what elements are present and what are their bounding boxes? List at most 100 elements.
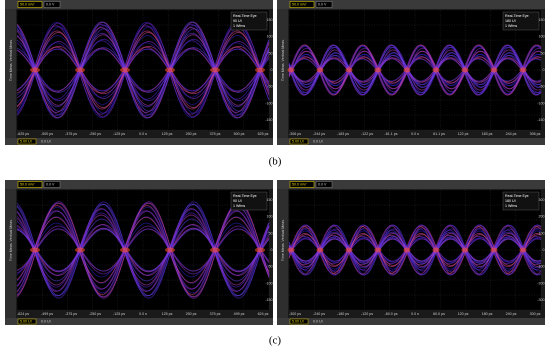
y-tick-label: 150 — [267, 198, 273, 202]
eye-trace — [288, 236, 542, 264]
scale-box — [289, 1, 315, 8]
x-tick-label: 250 ps — [186, 312, 197, 316]
eye-trace — [288, 46, 542, 94]
x-tick-label: -500 ps — [41, 132, 53, 136]
eye-trace — [288, 54, 542, 86]
scope-panel: 50.0 mV/0.0 V Time Meas. Vertical Meas. Re… — [5, 0, 273, 145]
top-bar — [5, 180, 273, 189]
y-tick-label: 150 — [539, 18, 545, 22]
x-tick-label: 125 ps — [162, 132, 173, 136]
crossing-glow — [490, 247, 498, 253]
eye-trace — [16, 30, 270, 110]
crossing-glow — [461, 247, 469, 253]
bottom-bar — [5, 318, 273, 325]
eye-ui: 90 UI — [233, 19, 242, 23]
offset-box — [43, 1, 61, 8]
eye-trace — [288, 46, 542, 94]
eye-wfms: 1 Wfms — [505, 24, 517, 28]
bottom-mid: 0.0 UI — [41, 140, 51, 144]
x-tick-label: 624 ps — [258, 312, 269, 316]
crossing-glow — [490, 67, 498, 73]
crossing-glow — [255, 247, 265, 253]
x-tick-label: 0.0 s — [411, 312, 419, 316]
eye-trace — [16, 208, 270, 292]
offset-label: 0.0 V — [318, 3, 327, 7]
eye-trace — [288, 224, 542, 276]
x-tick-label: 183 ps — [482, 132, 493, 136]
side-label: Time Meas. Vertical Meas. — [9, 39, 13, 81]
x-tick-label: 0.0 s — [139, 312, 147, 316]
eye-trace — [16, 225, 270, 275]
scale-box — [17, 1, 43, 8]
eye-trace — [288, 44, 542, 96]
y-tick-label: 50 — [541, 51, 545, 55]
y-tick-label: 0 — [271, 68, 273, 72]
scale-label: 50.0 mV/ — [20, 3, 34, 7]
y-tick-label: -150 — [265, 118, 272, 122]
crossing-glow — [210, 67, 220, 73]
caption: (b) — [269, 156, 282, 168]
y-tick-label: -50 — [267, 265, 272, 269]
eye-info-box — [230, 11, 268, 31]
x-tick-label: 625 ps — [258, 132, 269, 136]
eye-trace — [16, 214, 270, 286]
eye-trace — [16, 218, 270, 282]
x-tick-label: 125 ps — [162, 312, 173, 316]
crossing-glow — [165, 67, 175, 73]
eye-trace — [288, 238, 542, 262]
y-tick-label: 150 — [267, 18, 273, 22]
y-tick-label: 100 — [539, 231, 545, 235]
y-tick-label: 100 — [539, 35, 545, 39]
eye-trace — [16, 222, 270, 278]
bottom-left: 5.00 UI — [20, 140, 32, 144]
y-tick-label: 200 — [539, 215, 545, 219]
side-label: Time Meas. Vertical Meas. — [281, 39, 285, 81]
crossing-glow — [210, 247, 220, 253]
x-tick-label: -625 ps — [17, 132, 29, 136]
y-tick-label: 50 — [269, 51, 273, 55]
bottom-left: 5.00 UI — [20, 320, 32, 324]
x-tick-label: -250 ps — [89, 312, 101, 316]
bottom-box — [289, 138, 309, 145]
side-label: Time Meas. Vertical Meas. — [9, 219, 13, 261]
crossing-glow — [316, 67, 324, 73]
bottom-mid: 0.0 UI — [313, 140, 323, 144]
eye-wfms: 1 Wfms — [505, 204, 517, 208]
crossing-glow — [287, 247, 295, 253]
offset-box — [315, 181, 333, 188]
x-tick-label: 300 ps — [530, 312, 541, 316]
caption: (c) — [269, 335, 282, 347]
y-tick-label: -100 — [537, 265, 544, 269]
y-tick-label: 300 — [539, 198, 545, 202]
x-tick-label: -250 ps — [89, 132, 101, 136]
scope-panel: 50.0 mV/0.0 V Time Meas. Vertical Meas. Re… — [277, 0, 545, 145]
y-tick-label: -50 — [539, 85, 544, 89]
eye-info-box — [230, 191, 268, 211]
eye-info-box — [502, 191, 540, 211]
crossing-glow — [30, 247, 40, 253]
eye-trace — [16, 23, 270, 117]
eye-trace — [16, 224, 270, 276]
bottom-left: 5.00 UI — [292, 140, 304, 144]
x-tick-label: -183 ps — [337, 132, 349, 136]
eye-trace — [16, 48, 270, 92]
y-tick-label: -100 — [537, 101, 544, 105]
eye-trace — [16, 212, 270, 288]
eye-trace — [16, 201, 270, 299]
crossing-glow — [432, 67, 440, 73]
x-tick-label: -61.1 ps — [385, 132, 398, 136]
x-tick-label: 244 ps — [506, 132, 517, 136]
y-tick-label: 100 — [267, 215, 273, 219]
eye-trace — [288, 225, 542, 275]
y-tick-label: -150 — [265, 298, 272, 302]
side-bar — [277, 9, 288, 138]
x-tick-label: -375 ps — [65, 312, 77, 316]
crossing-glow — [519, 247, 527, 253]
x-tick-label: 499 ps — [234, 312, 245, 316]
crossing-glow — [120, 247, 130, 253]
y-tick-label: 0 — [543, 68, 545, 72]
x-tick-label: -624 ps — [17, 312, 29, 316]
x-tick-label: 61.1 ps — [433, 132, 445, 136]
side-label: Time Meas. Vertical Meas. — [281, 219, 285, 261]
eye-trace — [16, 35, 270, 105]
